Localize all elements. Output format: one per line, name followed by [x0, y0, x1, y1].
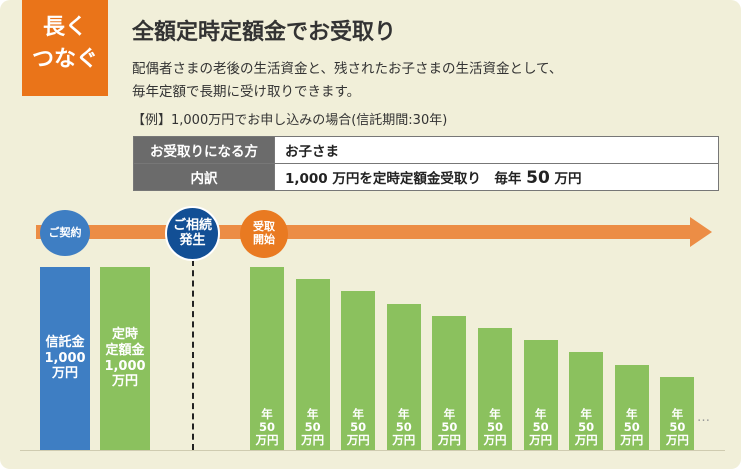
detail-value: 1,000 万円を定時定額金受取り 毎年 50 万円: [274, 163, 719, 191]
payout-bar: 年 50 万円: [478, 328, 512, 450]
continuation-ellipsis: …: [697, 410, 711, 425]
badge: 長く つなぐ: [22, 0, 108, 96]
badge-line2: つなぐ: [31, 47, 98, 72]
description-line2: 毎年定額で長期に受け取りできます。: [132, 84, 361, 100]
timeline-arrow: [36, 225, 692, 239]
table-row: お受取りになる方 お子さま: [133, 136, 719, 164]
payout-bar: 年 50 万円: [569, 352, 604, 450]
baseline: [20, 450, 725, 451]
payout-bar: 年 50 万円: [341, 291, 376, 450]
table-row: 内訳 1,000 万円を定時定額金受取り 毎年 50 万円: [133, 163, 719, 191]
trust-amount-bar: 信託金 1,000 万円: [40, 267, 90, 450]
arrow-head-icon: [690, 217, 712, 247]
badge-line1: 長く: [42, 15, 87, 40]
payout-bar: 年 50 万円: [386, 303, 421, 450]
example-note: 【例】1,000万円でお申し込みの場合(信託期間:30年): [132, 113, 448, 128]
info-table: お受取りになる方 お子さま 内訳 1,000 万円を定時定額金受取り 毎年 50…: [133, 136, 719, 191]
contract-marker: ご契約: [40, 210, 90, 256]
detail-label: 内訳: [133, 163, 275, 191]
payout-bar: 年 50 万円: [432, 315, 467, 450]
inheritance-marker: ご相続 発生: [165, 206, 220, 261]
payout-bar: 年 50 万円: [614, 364, 649, 450]
payout-bar: 年 50 万円: [523, 340, 558, 450]
payout-bar: 年 50 万円: [660, 376, 695, 450]
recipient-label: お受取りになる方: [133, 136, 275, 164]
description-line1: 配偶者さまの老後の生活資金と、残されたお子さまの生活資金として、: [132, 61, 563, 77]
payout-bar: 年 50 万円: [295, 279, 330, 450]
fixed-payout-bar: 定時 定額金 1,000 万円: [100, 267, 150, 450]
recipient-value: お子さま: [274, 136, 719, 164]
page-title: 全額定時定額金でお受取り: [132, 20, 397, 45]
detail-amount: 50: [526, 167, 550, 188]
payout-start-marker: 受取 開始: [240, 210, 288, 258]
detail-prefix: 1,000 万円を定時定額金受取り 毎年: [285, 170, 527, 187]
payout-bar: 年 50 万円: [250, 267, 284, 450]
detail-suffix: 万円: [549, 170, 582, 187]
inheritance-divider: [192, 260, 194, 450]
